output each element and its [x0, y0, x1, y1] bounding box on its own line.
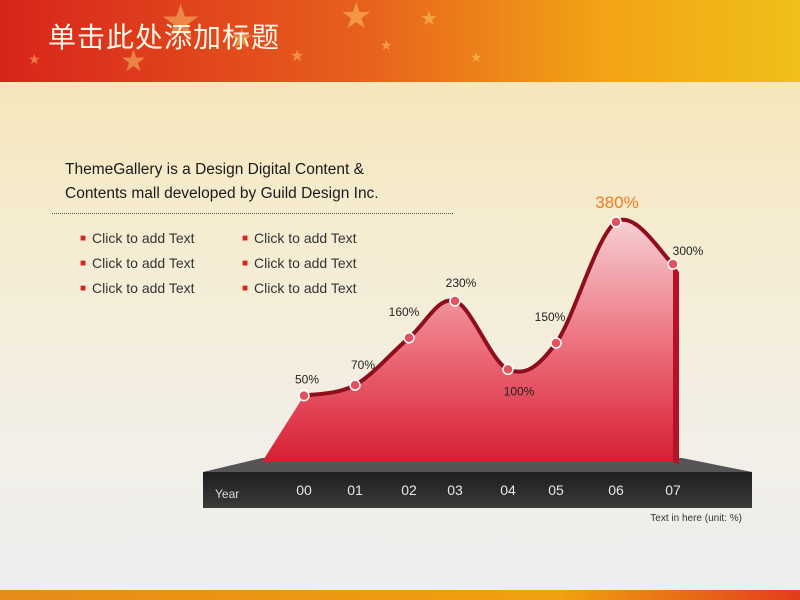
intro-text[interactable]: ThemeGallery is a Design Digital Content… [65, 158, 465, 206]
x-tick-label: 01 [347, 482, 363, 498]
bullet-icon: ■ [242, 283, 249, 294]
data-label: 50% [295, 373, 319, 387]
x-axis-label: Year [215, 487, 239, 501]
bullet-item[interactable]: ■ Click to add Text [242, 230, 357, 246]
header-banner: ★ ★ ★ ★ ★ ★ ★ ★ ★ 单击此处添加标题 [0, 0, 800, 82]
axis-base [203, 472, 752, 508]
bullet-item[interactable]: ■ Click to add Text [80, 280, 195, 296]
data-point[interactable] [403, 332, 415, 344]
star-icon: ★ [120, 44, 147, 79]
bullet-list: ■ Click to add Text ■ Click to add Text ■ C… [80, 230, 380, 296]
data-point[interactable] [610, 216, 622, 228]
chart-note: Text in here (unit: %) [650, 513, 742, 524]
data-label: 150% [535, 310, 566, 324]
star-icon: ★ [420, 6, 438, 30]
area-side [673, 264, 679, 464]
star-icon: ★ [470, 50, 483, 66]
bullet-icon: ■ [242, 258, 249, 269]
bullet-item[interactable]: ■ Click to add Text [242, 255, 357, 271]
data-point[interactable] [667, 258, 679, 270]
data-label: 160% [389, 305, 420, 319]
data-point[interactable] [349, 379, 361, 391]
intro-line-2: Contents mall developed by Guild Design … [65, 185, 379, 202]
star-icon: ★ [340, 0, 373, 37]
x-tick-label: 07 [665, 482, 681, 498]
data-label: 300% [673, 244, 704, 258]
star-icon: ★ [230, 24, 254, 54]
x-tick-label: 05 [548, 482, 564, 498]
data-label: 100% [504, 384, 535, 398]
data-label: 380% [595, 193, 638, 212]
footer-bar [0, 590, 800, 600]
data-point[interactable] [502, 363, 514, 376]
bullet-icon: ■ [80, 283, 87, 294]
bullet-icon: ■ [80, 258, 87, 269]
bullet-icon: ■ [242, 233, 249, 244]
area-fill [262, 219, 673, 462]
x-tick-label: 02 [401, 482, 417, 498]
intro-line-1: ThemeGallery is a Design Digital Content… [65, 161, 364, 178]
x-tick-label: 04 [500, 482, 516, 498]
data-point[interactable] [298, 389, 310, 402]
data-label: 230% [446, 276, 477, 290]
star-icon: ★ [160, 0, 202, 48]
data-label: 70% [351, 358, 375, 372]
bullet-item[interactable]: ■ Click to add Text [80, 230, 195, 246]
x-tick-label: 03 [447, 482, 463, 498]
bullet-item[interactable]: ■ Click to add Text [242, 280, 357, 296]
data-point[interactable] [449, 295, 461, 307]
slide-title[interactable]: 单击此处添加标题 [48, 21, 281, 54]
bullet-item[interactable]: ■ Click to add Text [80, 255, 195, 271]
x-tick-label: 00 [296, 482, 312, 498]
star-icon: ★ [380, 38, 393, 54]
bullet-icon: ■ [80, 233, 87, 244]
star-icon: ★ [290, 46, 305, 65]
divider [52, 213, 453, 214]
data-point[interactable] [550, 337, 562, 349]
star-icon: ★ [28, 52, 41, 68]
x-tick-label: 06 [608, 482, 624, 498]
